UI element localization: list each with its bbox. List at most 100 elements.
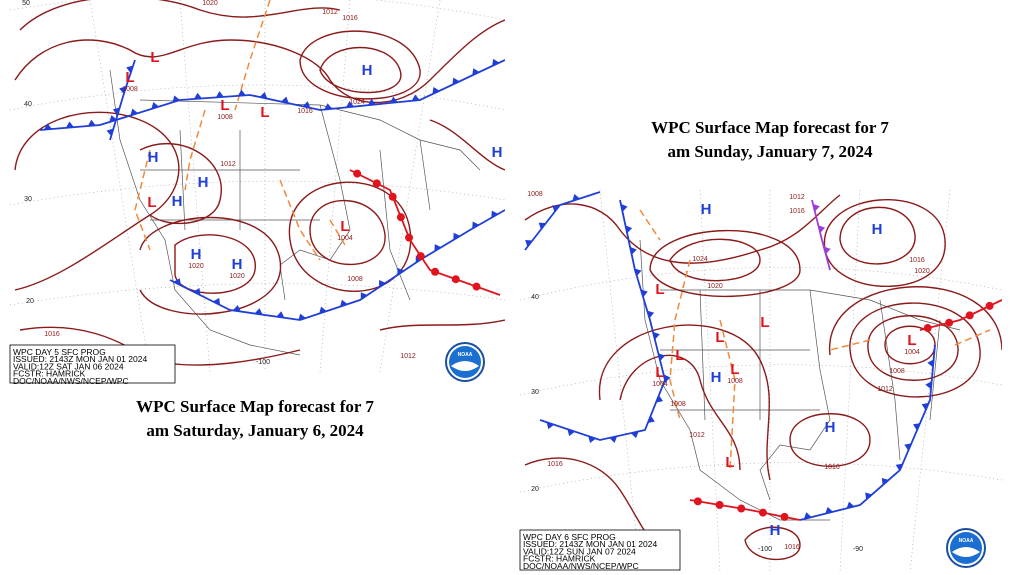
- pressure-center: H: [492, 144, 503, 161]
- front-symbol: [119, 86, 127, 94]
- pressure-value: 1020: [188, 263, 204, 270]
- front-symbol: [109, 115, 117, 123]
- front-symbol: [416, 252, 425, 261]
- front-line: [169, 209, 505, 321]
- front-symbol: [609, 436, 618, 443]
- front-symbol: [823, 246, 831, 255]
- isobar-label: 1016: [547, 461, 563, 468]
- longitude-label: -90: [853, 546, 863, 553]
- front-symbol: [346, 101, 355, 108]
- pressure-center: H: [191, 246, 202, 263]
- front-symbol: [652, 331, 660, 340]
- front-symbol: [630, 246, 637, 255]
- pressure-center: L: [150, 49, 159, 66]
- front-symbol: [538, 222, 546, 230]
- pressure-center: L: [125, 69, 134, 86]
- map-right: [520, 190, 1002, 572]
- pressure-center: L: [147, 194, 156, 211]
- front-symbol: [927, 359, 934, 368]
- isobar-label: 1016: [342, 15, 358, 22]
- logo-text: NOAA: [458, 352, 473, 358]
- pressure-value: 1008: [727, 378, 743, 385]
- pressure-center: H: [701, 201, 712, 218]
- front-symbol: [151, 102, 159, 109]
- front-line: [811, 199, 831, 271]
- front-symbol: [432, 87, 440, 95]
- front-symbol: [173, 278, 181, 286]
- front-symbol: [552, 205, 560, 213]
- caption-line: am Saturday, January 6, 2024: [146, 421, 364, 440]
- front-symbol: [923, 324, 932, 333]
- front-symbol: [396, 213, 405, 222]
- logo-gull: [952, 547, 980, 557]
- front-symbol: [737, 504, 746, 513]
- pressure-center: H: [872, 221, 883, 238]
- front-symbol: [588, 436, 596, 444]
- front-line: [39, 59, 505, 131]
- graticule: [520, 190, 1002, 572]
- front-symbol: [276, 311, 285, 318]
- front-symbol: [126, 65, 134, 74]
- pressure-center: H: [172, 193, 183, 210]
- info-line: VALID:12Z SAT JAN 06 2024: [13, 361, 124, 371]
- pressure-value: 1004: [337, 235, 353, 242]
- info-box: [9, 344, 176, 384]
- pressure-center: L: [340, 218, 349, 235]
- front-symbol: [65, 121, 74, 128]
- pressure-center: H: [148, 149, 159, 166]
- front-symbol: [780, 512, 789, 521]
- isobar-label: 1024: [692, 256, 708, 263]
- isobar-label: 1020: [202, 0, 218, 7]
- front-symbol: [172, 95, 180, 103]
- isobar-label: 1016: [44, 331, 60, 338]
- pressure-center: H: [770, 522, 781, 539]
- pressure-center: L: [655, 364, 664, 381]
- front-symbol: [846, 501, 855, 509]
- front-symbol: [434, 244, 442, 252]
- front-symbol: [360, 292, 368, 300]
- front-symbol: [965, 311, 974, 320]
- front-symbol: [215, 91, 224, 98]
- front-symbol: [87, 119, 96, 127]
- front-symbol: [647, 415, 655, 424]
- pressure-center: L: [675, 347, 684, 364]
- front-symbol: [913, 423, 921, 431]
- front-symbol: [451, 275, 460, 284]
- front-symbol: [640, 289, 648, 298]
- isobar-label: 1008: [670, 401, 686, 408]
- front-symbol: [865, 492, 873, 500]
- info-line: ISSUED: 2143Z MON JAN 01 2024: [523, 539, 657, 549]
- pressure-center: L: [220, 97, 229, 114]
- longitude-label: -100: [256, 359, 270, 366]
- front-symbol: [193, 92, 202, 100]
- pressure-center: L: [760, 314, 769, 331]
- info-line: WPC DAY 6 SFC PROG: [523, 532, 616, 542]
- pressure-value: 1008: [217, 114, 233, 121]
- pressure-value: 1004: [904, 349, 920, 356]
- info-line: DOC/NOAA/NWS/NCEP/WPC: [523, 561, 639, 571]
- info-line: WPC DAY 5 SFC PROG: [13, 347, 106, 357]
- front-symbol: [130, 108, 138, 116]
- front-symbol: [803, 512, 812, 520]
- info-line: FCSTR: HAMRICK: [13, 369, 86, 379]
- caption-line: WPC Surface Map forecast for 7: [651, 118, 889, 137]
- front-symbol: [453, 232, 461, 241]
- front-symbol: [491, 210, 499, 218]
- isobar-label: 1016: [909, 257, 925, 264]
- front-symbol: [405, 233, 414, 242]
- logo-gull: [451, 361, 479, 371]
- front-symbol: [925, 381, 932, 390]
- isobar-label: 1012: [220, 161, 236, 168]
- borders: [639, 239, 961, 521]
- isobar-label: 1020: [707, 283, 723, 290]
- front-symbol: [812, 203, 820, 212]
- front-symbol: [302, 101, 311, 108]
- front-symbol: [546, 422, 555, 430]
- front-symbol: [281, 96, 289, 104]
- front-symbol: [379, 280, 386, 288]
- front-symbol: [620, 203, 628, 212]
- front-symbol: [259, 92, 268, 99]
- info-line: FCSTR: HAMRICK: [523, 554, 596, 564]
- front-symbol: [298, 313, 306, 321]
